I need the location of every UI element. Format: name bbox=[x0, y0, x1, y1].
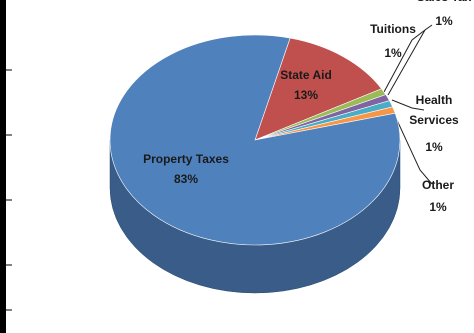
value-label: 1% bbox=[429, 200, 447, 214]
slice bbox=[109, 34, 401, 246]
category-label: Tuitions bbox=[370, 22, 416, 36]
category-label: Property Taxes bbox=[143, 152, 229, 166]
category-label: Other bbox=[421, 178, 455, 192]
category-label: Health Services bbox=[409, 93, 459, 127]
category-label: State Aid bbox=[280, 68, 332, 82]
category-label: Sales Tax bbox=[417, 0, 471, 6]
leader-lines bbox=[383, 24, 433, 185]
slice bbox=[254, 37, 383, 141]
value-label: 1% bbox=[435, 14, 453, 28]
value-label: 83% bbox=[173, 172, 199, 186]
table-edge bbox=[0, 0, 12, 333]
value-label: 1% bbox=[425, 140, 443, 154]
value-label: 13% bbox=[293, 88, 319, 102]
value-label: 1% bbox=[384, 46, 402, 60]
